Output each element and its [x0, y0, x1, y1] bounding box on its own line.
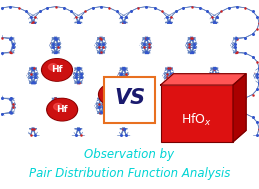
- Circle shape: [106, 100, 142, 127]
- Text: Hf: Hf: [108, 90, 120, 99]
- Circle shape: [83, 115, 119, 142]
- Circle shape: [196, 100, 232, 127]
- Circle shape: [106, 85, 142, 112]
- Circle shape: [174, 9, 210, 36]
- Circle shape: [151, 40, 187, 66]
- Circle shape: [174, 115, 210, 142]
- Circle shape: [83, 70, 119, 96]
- Circle shape: [15, 25, 51, 51]
- Circle shape: [47, 98, 77, 121]
- Circle shape: [60, 85, 96, 112]
- Circle shape: [43, 60, 71, 80]
- Text: Observation by: Observation by: [84, 149, 175, 161]
- Circle shape: [219, 55, 255, 81]
- Text: HfO$_x$: HfO$_x$: [181, 112, 212, 128]
- Circle shape: [38, 70, 74, 96]
- Text: Hf: Hf: [51, 65, 63, 74]
- Circle shape: [60, 100, 96, 127]
- Circle shape: [42, 59, 72, 81]
- Text: Pair Distribution Function Analysis: Pair Distribution Function Analysis: [29, 167, 230, 180]
- Circle shape: [151, 100, 187, 127]
- Text: VS: VS: [114, 88, 145, 108]
- Circle shape: [15, 100, 51, 127]
- Circle shape: [0, 9, 28, 36]
- Circle shape: [48, 99, 76, 120]
- Circle shape: [100, 84, 128, 105]
- Circle shape: [219, 115, 255, 142]
- Polygon shape: [161, 74, 246, 85]
- Circle shape: [219, 70, 255, 96]
- Circle shape: [196, 25, 232, 51]
- Circle shape: [15, 40, 51, 66]
- Circle shape: [128, 115, 164, 142]
- Circle shape: [15, 85, 51, 112]
- Circle shape: [174, 70, 210, 96]
- Circle shape: [105, 88, 114, 95]
- Circle shape: [106, 25, 142, 51]
- Circle shape: [151, 85, 187, 112]
- Circle shape: [128, 55, 164, 81]
- Circle shape: [60, 25, 96, 51]
- Circle shape: [219, 9, 255, 36]
- Circle shape: [38, 55, 74, 81]
- Text: Hf: Hf: [56, 105, 68, 114]
- Circle shape: [151, 25, 187, 51]
- Circle shape: [83, 9, 119, 36]
- Bar: [161, 85, 233, 142]
- Circle shape: [0, 115, 28, 142]
- Circle shape: [106, 40, 142, 66]
- Circle shape: [196, 85, 232, 112]
- Circle shape: [48, 64, 57, 70]
- Circle shape: [38, 9, 74, 36]
- Circle shape: [54, 103, 63, 110]
- Polygon shape: [233, 74, 246, 142]
- Circle shape: [196, 40, 232, 66]
- Circle shape: [128, 9, 164, 36]
- Circle shape: [0, 55, 28, 81]
- Bar: [104, 77, 155, 123]
- Circle shape: [38, 115, 74, 142]
- Circle shape: [99, 83, 129, 106]
- Circle shape: [83, 55, 119, 81]
- Circle shape: [128, 70, 164, 96]
- Circle shape: [174, 55, 210, 81]
- Circle shape: [0, 70, 28, 96]
- Circle shape: [60, 40, 96, 66]
